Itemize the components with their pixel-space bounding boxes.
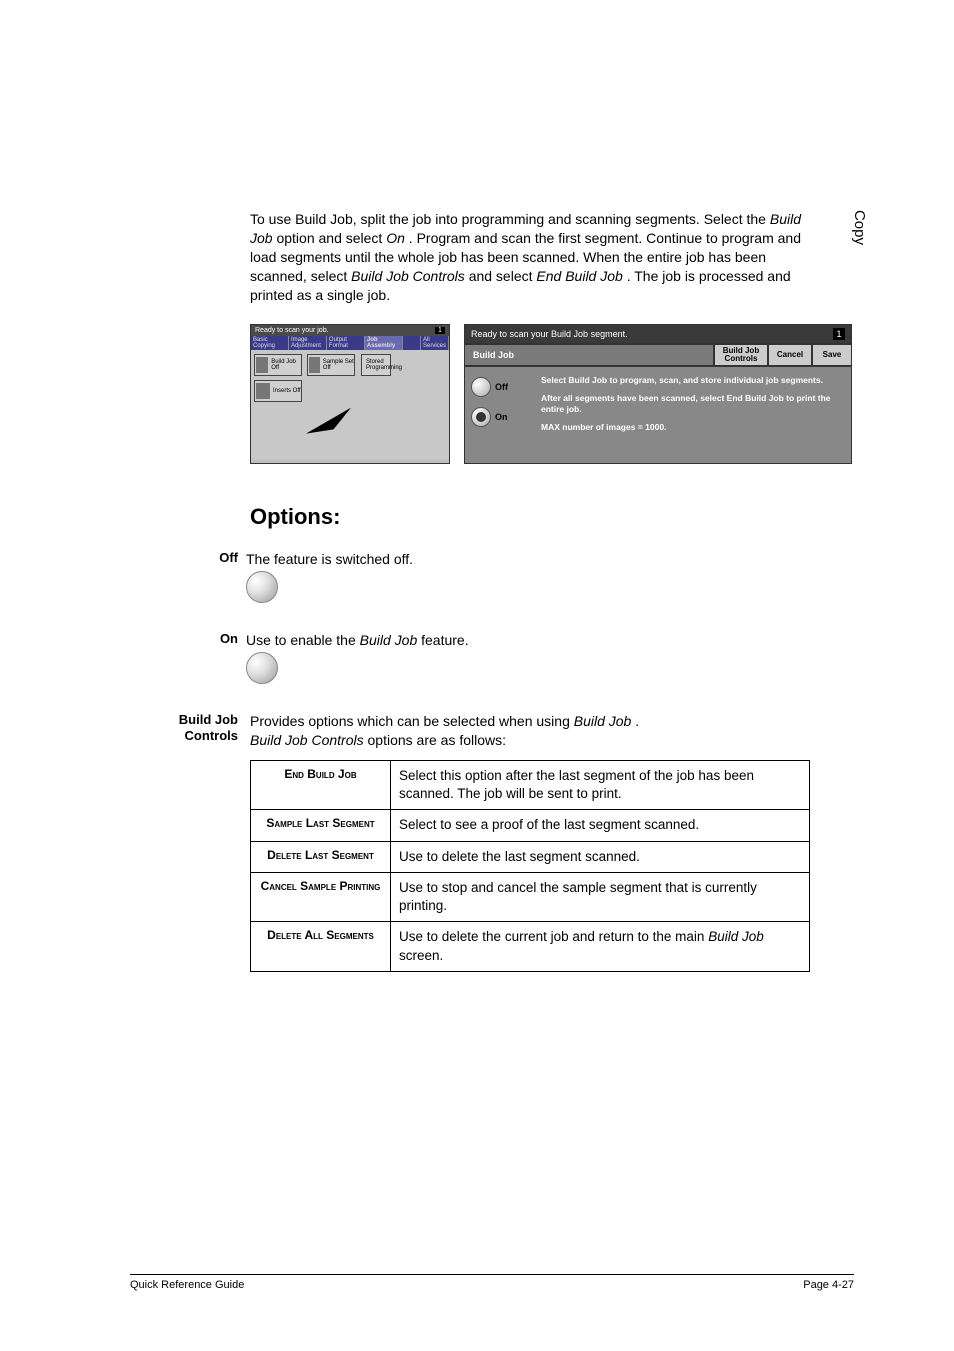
option-off-row: Off The feature is switched off. [130, 550, 854, 603]
shot1-ico1-label: Build Job Off [271, 359, 301, 371]
screenshot-job-assembly: Ready to scan your job. 1 Basic Copying … [250, 324, 450, 464]
shot2-radio-on-label: On [495, 412, 508, 422]
row4-desc-em: Build Job [708, 929, 764, 944]
radio-off-icon [471, 377, 491, 397]
row4-desc-pre: Use to delete the current job and return… [399, 929, 708, 944]
intro-t2: option and select [276, 230, 386, 246]
shot1-tabs: Basic Copying Image Adjustment Output Fo… [251, 336, 449, 350]
shot2-radio-on: On [471, 407, 531, 427]
shot1-sample-set-icon: Sample Set Off [307, 354, 355, 376]
table-row: End Build Job Select this option after t… [251, 761, 810, 810]
row4-desc-post: screen. [399, 948, 443, 963]
shot2-save-button: Save [811, 345, 851, 365]
option-bjc-label1: Build Job [179, 712, 238, 727]
option-bjc-row: Build Job Controls Provides options whic… [130, 712, 854, 972]
shot2-build-job-label: Build Job [465, 345, 713, 365]
option-off-body: The feature is switched off. [246, 550, 854, 603]
intro-t1: To use Build Job, split the job into pro… [250, 211, 770, 227]
shot2-radio-off: Off [471, 377, 531, 397]
shot1-ico4-label: Inserts Off [273, 388, 301, 394]
table-row: Delete All Segments Use to delete the cu… [251, 922, 810, 971]
shot1-ico2-label: Sample Set Off [323, 359, 354, 371]
shot2-build-job-controls-button: Build Job Controls [713, 345, 767, 365]
shot2-description: Select Build Job to program, scan, and s… [541, 373, 845, 457]
option-off-orb-icon [246, 571, 278, 603]
option-bjc-label: Build Job Controls [130, 712, 246, 972]
shot2-main: Off On Select Build Job to program, scan… [465, 367, 851, 463]
shot1-tab-4 [403, 336, 421, 350]
option-off-text: The feature is switched off. [246, 551, 413, 567]
row0-name: End Build Job [251, 761, 391, 810]
shot2-radio-off-label: Off [495, 382, 508, 392]
row2-name: Delete Last Segment [251, 841, 391, 872]
page-footer: Quick Reference Guide Page 4-27 [130, 1274, 854, 1291]
option-bjc-line1-em: Build Job [574, 713, 632, 729]
shot2-corner-badge: 1 [833, 328, 845, 340]
option-bjc-line1-post: . [635, 713, 639, 729]
row3-name: Cancel Sample Printing [251, 872, 391, 921]
option-bjc-line2-post: options are as follows: [368, 732, 507, 748]
shot2-toolbar: Build Job Build Job Controls Cancel Save [465, 343, 851, 367]
shot1-body: Build Job Off Sample Set Off Stored Prog… [251, 350, 449, 460]
shot2-titlebar: Ready to scan your Build Job segment. 1 [465, 325, 851, 343]
screenshot-build-job: Ready to scan your Build Job segment. 1 … [464, 324, 852, 464]
option-on-label: On [130, 631, 246, 684]
radio-on-icon [471, 407, 491, 427]
shot1-tab-0: Basic Copying [251, 336, 289, 350]
shot1-titlebar: Ready to scan your job. 1 [251, 325, 449, 336]
option-bjc-line2-em: Build Job Controls [250, 732, 364, 748]
shot2-desc1: Select Build Job to program, scan, and s… [541, 375, 843, 386]
intro-em3: Build Job Controls [351, 268, 465, 284]
option-on-body: Use to enable the Build Job feature. [246, 631, 854, 684]
shot1-tab-1: Image Adjustment [289, 336, 327, 350]
shot1-ico3-label: Stored Programming [366, 359, 402, 371]
callout-arrow-icon [306, 408, 356, 443]
footer-left: Quick Reference Guide [130, 1279, 244, 1291]
side-tab-label: Copy [851, 210, 868, 245]
table-row: Cancel Sample Printing Use to stop and c… [251, 872, 810, 921]
shot2-desc2: After all segments have been scanned, se… [541, 393, 843, 416]
shot1-tab-3: Job Assembly [365, 336, 403, 350]
screenshot-row: Ready to scan your job. 1 Basic Copying … [250, 324, 854, 464]
options-heading: Options: [250, 504, 854, 530]
option-bjc-body: Provides options which can be selected w… [246, 712, 854, 972]
option-on-em: Build Job [360, 632, 418, 648]
option-on-row: On Use to enable the Build Job feature. [130, 631, 854, 684]
shot1-inserts-icon: Inserts Off [254, 380, 302, 402]
shot2-title: Ready to scan your Build Job segment. [471, 329, 628, 339]
option-on-pre: Use to enable the [246, 632, 360, 648]
intro-paragraph: To use Build Job, split the job into pro… [250, 210, 824, 304]
footer-right: Page 4-27 [803, 1279, 854, 1291]
shot1-stored-prog-icon: Stored Programming [361, 354, 391, 376]
table-row: Sample Last Segment Select to see a proo… [251, 810, 810, 841]
shot2-btn1b: Controls [725, 354, 758, 363]
shot1-title: Ready to scan your job. [255, 327, 329, 334]
row2-desc: Use to delete the last segment scanned. [391, 841, 810, 872]
row4-desc: Use to delete the current job and return… [391, 922, 810, 971]
row4-name: Delete All Segments [251, 922, 391, 971]
shot2-cancel-button: Cancel [767, 345, 811, 365]
row1-name: Sample Last Segment [251, 810, 391, 841]
row0-desc: Select this option after the last segmen… [391, 761, 810, 810]
shot2-desc3: MAX number of images = 1000. [541, 422, 843, 433]
option-on-post: feature. [421, 632, 468, 648]
table-row: Delete Last Segment Use to delete the la… [251, 841, 810, 872]
intro-em4: End Build Job [536, 268, 622, 284]
shot1-corner-badge: 1 [435, 327, 445, 334]
option-on-orb-icon [246, 652, 278, 684]
shot1-tab-5: All Services [421, 336, 449, 350]
shot2-radio-group: Off On [471, 373, 531, 457]
option-bjc-label2: Controls [185, 728, 238, 743]
option-bjc-line1-pre: Provides options which can be selected w… [250, 713, 574, 729]
option-off-label: Off [130, 550, 246, 603]
row1-desc: Select to see a proof of the last segmen… [391, 810, 810, 841]
shot1-tab-2: Output Format [327, 336, 365, 350]
build-job-controls-table: End Build Job Select this option after t… [250, 760, 810, 972]
intro-em2: On [386, 230, 405, 246]
intro-t4: and select [469, 268, 537, 284]
row3-desc: Use to stop and cancel the sample segmen… [391, 872, 810, 921]
shot1-build-job-icon: Build Job Off [254, 354, 302, 376]
